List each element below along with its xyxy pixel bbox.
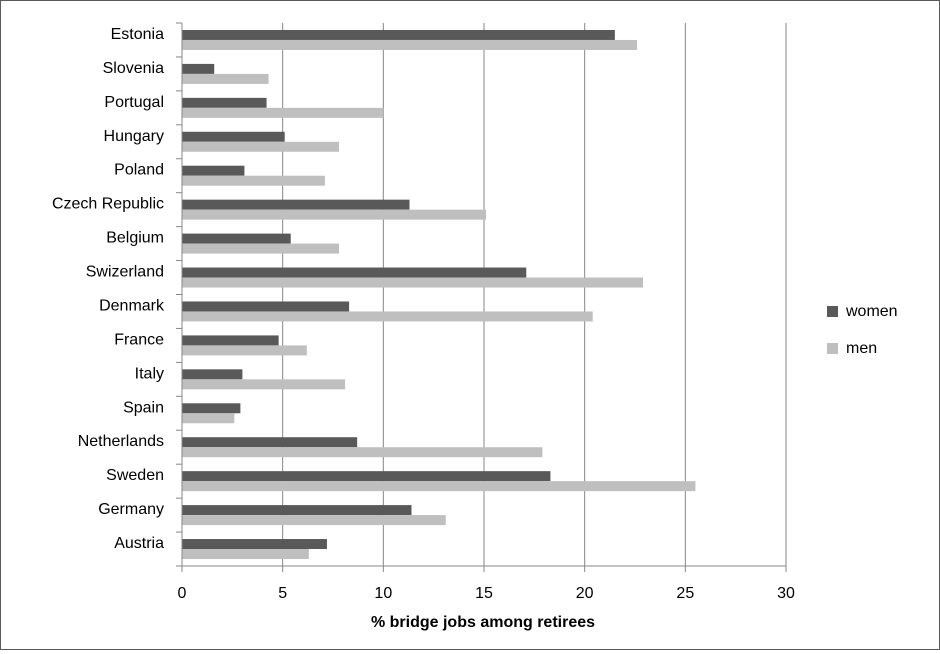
x-tick-label: 0	[178, 585, 187, 602]
legend: women men	[827, 303, 898, 357]
y-category-label: France	[114, 331, 164, 348]
bar-men	[182, 39, 638, 50]
bar-women	[182, 301, 350, 312]
bar-women	[182, 471, 551, 482]
x-axis: 0 5 10 15 20 25 30	[178, 565, 795, 602]
bars	[182, 29, 696, 560]
bar-men	[182, 277, 644, 288]
bar-men	[182, 447, 543, 458]
x-tick-label: 5	[278, 585, 287, 602]
y-category-label: Germany	[98, 501, 164, 518]
bar-men	[182, 243, 340, 254]
y-category-label: Poland	[114, 162, 164, 179]
bar-men	[182, 379, 346, 390]
y-category-label: Spain	[123, 399, 164, 416]
y-category-label: Netherlands	[78, 433, 164, 450]
bar-men	[182, 73, 269, 84]
bar-men	[182, 311, 593, 322]
bar-men	[182, 413, 235, 424]
bar-women	[182, 539, 327, 550]
bar-women	[182, 505, 412, 516]
y-category-label: Slovenia	[103, 60, 164, 77]
bar-women	[182, 403, 241, 414]
x-tick-label: 10	[374, 585, 392, 602]
y-category-label: Hungary	[104, 128, 164, 145]
bar-men	[182, 515, 446, 526]
y-category-label: Swizerland	[86, 264, 164, 281]
x-axis-label: % bridge jobs among retirees	[371, 614, 595, 631]
bar-women	[182, 233, 291, 244]
bar-women	[182, 335, 279, 346]
bar-women	[182, 29, 615, 40]
y-category-label: Estonia	[111, 26, 164, 43]
y-category-label: Denmark	[99, 297, 165, 314]
x-tick-label: 30	[777, 585, 795, 602]
y-category-label: Czech Republic	[52, 196, 164, 213]
bar-men	[182, 209, 487, 220]
bar-men	[182, 345, 307, 356]
bar-women	[182, 369, 243, 380]
bar-women	[182, 97, 267, 108]
bar-women	[182, 131, 285, 142]
bar-women	[182, 165, 245, 176]
bar-men	[182, 107, 384, 118]
x-tick-label: 20	[576, 585, 594, 602]
bar-men	[182, 481, 696, 492]
bar-women	[182, 437, 358, 448]
y-axis: Estonia Slovenia Portugal Hungary Poland Czec…	[52, 22, 183, 567]
legend-swatch-women	[827, 306, 838, 317]
y-category-label: Belgium	[106, 230, 164, 247]
y-category-label: Sweden	[106, 467, 164, 484]
bar-women	[182, 199, 410, 210]
x-tick-label: 15	[475, 585, 493, 602]
bar-women	[182, 63, 215, 74]
legend-label-men: men	[846, 340, 877, 357]
bar-men	[182, 141, 340, 152]
bar-men	[182, 549, 309, 560]
legend-swatch-men	[827, 343, 838, 354]
x-tick-label: 25	[676, 585, 694, 602]
legend-label-women: women	[845, 303, 898, 320]
y-category-label: Portugal	[104, 94, 164, 111]
y-category-label: Italy	[135, 365, 164, 382]
bar-men	[182, 175, 325, 186]
bar-women	[182, 267, 527, 278]
y-category-label: Austria	[114, 535, 164, 552]
